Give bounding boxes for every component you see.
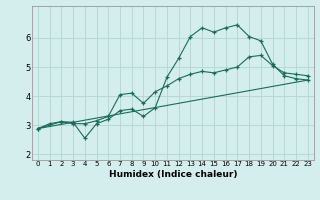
X-axis label: Humidex (Indice chaleur): Humidex (Indice chaleur)	[108, 170, 237, 179]
